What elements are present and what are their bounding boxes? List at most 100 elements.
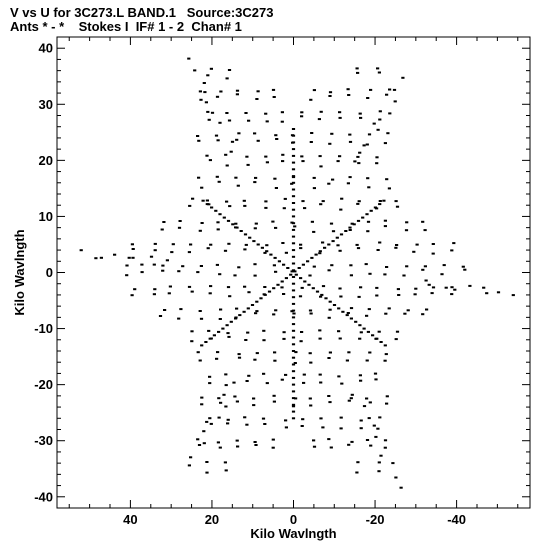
uv-point	[319, 110, 323, 113]
uv-point	[291, 255, 296, 258]
uv-point	[450, 293, 454, 296]
uv-point	[300, 155, 304, 158]
uv-point	[265, 382, 269, 385]
uv-point	[338, 337, 342, 340]
uv-point	[209, 67, 213, 70]
uv-point	[312, 445, 317, 448]
uv-point	[318, 250, 322, 253]
uv-point	[224, 153, 228, 156]
uv-point	[161, 264, 165, 267]
uv-point	[327, 438, 331, 441]
uv-point	[196, 135, 200, 137]
uv-point	[327, 395, 331, 397]
uv-point	[375, 207, 379, 210]
uv-point	[215, 263, 219, 266]
uv-point	[374, 435, 378, 438]
uv-point	[338, 249, 342, 252]
uv-point	[130, 294, 134, 297]
uv-point	[368, 272, 372, 275]
uv-point	[259, 297, 263, 300]
uv-point	[225, 164, 229, 167]
uv-point	[373, 372, 378, 375]
uv-point	[308, 397, 312, 400]
uv-point	[200, 396, 204, 399]
uv-point	[291, 397, 296, 400]
uv-point	[214, 209, 218, 212]
uv-point	[338, 116, 342, 119]
uv-point	[391, 462, 395, 465]
uv-point	[328, 308, 332, 311]
uv-point	[307, 283, 311, 286]
uv-point	[267, 290, 272, 293]
uv-point	[239, 230, 243, 232]
uv-point	[234, 176, 238, 179]
uv-point	[366, 330, 370, 333]
uv-point	[374, 378, 378, 381]
uv-point	[359, 331, 363, 334]
uv-point	[355, 67, 359, 70]
uv-point	[235, 138, 239, 141]
uv-point	[385, 402, 389, 405]
uv-point	[253, 263, 257, 266]
uv-point	[223, 461, 227, 464]
uv-point	[358, 324, 362, 327]
uv-point	[198, 310, 202, 312]
uv-point	[356, 202, 360, 205]
uv-point	[318, 373, 322, 376]
uv-point	[272, 394, 276, 397]
uv-point	[369, 88, 373, 91]
uv-point	[402, 274, 406, 277]
uv-point	[280, 378, 284, 381]
uv-point	[341, 310, 345, 313]
uv-point	[246, 331, 250, 334]
uv-point	[205, 154, 209, 157]
uv-point	[362, 405, 367, 408]
uv-point	[161, 269, 165, 272]
uv-point	[424, 279, 428, 282]
uv-point	[377, 330, 381, 333]
uv-point	[357, 295, 361, 298]
uv-point	[131, 248, 135, 250]
uv-point	[262, 329, 266, 332]
uv-point	[376, 249, 380, 251]
uv-point	[253, 132, 257, 135]
uv-point	[367, 186, 371, 189]
uv-point	[384, 353, 388, 356]
uv-point	[358, 112, 362, 115]
uv-point	[256, 243, 260, 246]
uv-point	[187, 57, 191, 60]
tick-labels: 40 20 0 -20 -40 40 30 20 10 0 -10 -20 -30 -40	[34, 41, 466, 527]
uv-point	[203, 91, 207, 94]
uv-point	[431, 252, 435, 255]
uv-point	[331, 178, 335, 181]
uv-point	[383, 344, 387, 347]
uv-point	[312, 265, 316, 268]
uv-point	[399, 486, 403, 489]
uv-point	[366, 220, 371, 223]
uv-point	[404, 229, 409, 232]
uv-point	[140, 271, 144, 274]
uv-point	[367, 133, 372, 136]
uv-point	[236, 184, 240, 187]
uv-point	[338, 111, 342, 114]
uv-point	[378, 203, 382, 206]
uv-point	[291, 276, 296, 278]
uv-point	[394, 246, 398, 249]
uv-point	[205, 471, 209, 474]
uv-point	[321, 200, 325, 203]
uv-point	[282, 293, 286, 295]
uv-point	[291, 262, 296, 265]
uv-point	[372, 122, 376, 125]
uv-point	[385, 395, 389, 398]
uv-point	[468, 284, 472, 287]
uv-point	[327, 243, 331, 246]
uv-point	[291, 154, 296, 157]
uv-point	[291, 390, 296, 393]
uv-point	[237, 356, 242, 359]
uv-point	[196, 438, 200, 441]
uv-point	[300, 286, 304, 289]
uv-point	[234, 222, 238, 225]
uv-point	[272, 96, 276, 98]
uv-point	[301, 263, 305, 266]
uv-point	[440, 273, 444, 276]
